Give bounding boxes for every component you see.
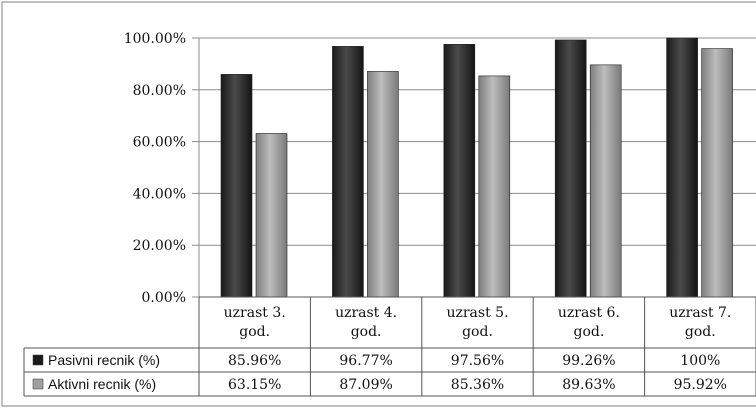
bar-pasivni-1 [332, 46, 364, 298]
category-label: uzrast 3. [224, 305, 286, 321]
data-label: 87.09% [339, 377, 392, 393]
series-name: Pasivni recnik (%) [48, 352, 160, 368]
data-label: 96.77% [339, 353, 392, 369]
legend-key [32, 354, 44, 366]
y-tick-label: 60.00% [133, 135, 186, 151]
category-label: uzrast 7. [669, 305, 731, 321]
legend-key [32, 378, 44, 390]
bar-pasivni-4 [666, 37, 698, 298]
bars [220, 37, 733, 298]
data-label: 100% [680, 353, 720, 369]
y-tick-label: 0.00% [142, 290, 186, 306]
data-label: 85.36% [451, 377, 504, 393]
y-tick-label: 100.00% [124, 31, 186, 47]
data-label: 63.15% [228, 377, 281, 393]
bar-aktivni-3 [589, 64, 622, 298]
series-name: Aktivni recnik (%) [48, 376, 156, 392]
bar-aktivni-1 [367, 71, 399, 298]
category-label: god. [573, 324, 604, 340]
data-label: 95.92% [674, 377, 727, 393]
category-label: god. [239, 324, 270, 340]
category-label: god. [351, 324, 382, 340]
y-axis-tick-labels: 0.00% 20.00% 40.00% 60.00% 80.00% 100.00% [124, 31, 186, 306]
bar-aktivni-2 [478, 75, 511, 298]
bar-aktivni-0 [255, 133, 288, 298]
category-label: uzrast 4. [335, 305, 397, 321]
data-label: 99.26% [562, 353, 615, 369]
data-label: 89.63% [562, 377, 615, 393]
data-label: 97.56% [451, 353, 504, 369]
y-tick-label: 20.00% [133, 238, 186, 254]
category-label: god. [462, 324, 493, 340]
y-tick-label: 40.00% [133, 186, 186, 202]
bar-pasivni-2 [443, 44, 476, 298]
bar-aktivni-4 [701, 48, 733, 298]
category-label: uzrast 5. [446, 305, 508, 321]
category-label: god. [685, 324, 716, 340]
bar-pasivni-3 [554, 39, 587, 298]
data-label: 85.96% [228, 353, 281, 369]
bar-pasivni-0 [220, 74, 253, 298]
category-label: uzrast 6. [558, 305, 620, 321]
y-tick-label: 80.00% [133, 83, 186, 99]
data-table: uzrast 3. god. uzrast 4. god. uzrast 5. god. u… [23, 296, 756, 397]
